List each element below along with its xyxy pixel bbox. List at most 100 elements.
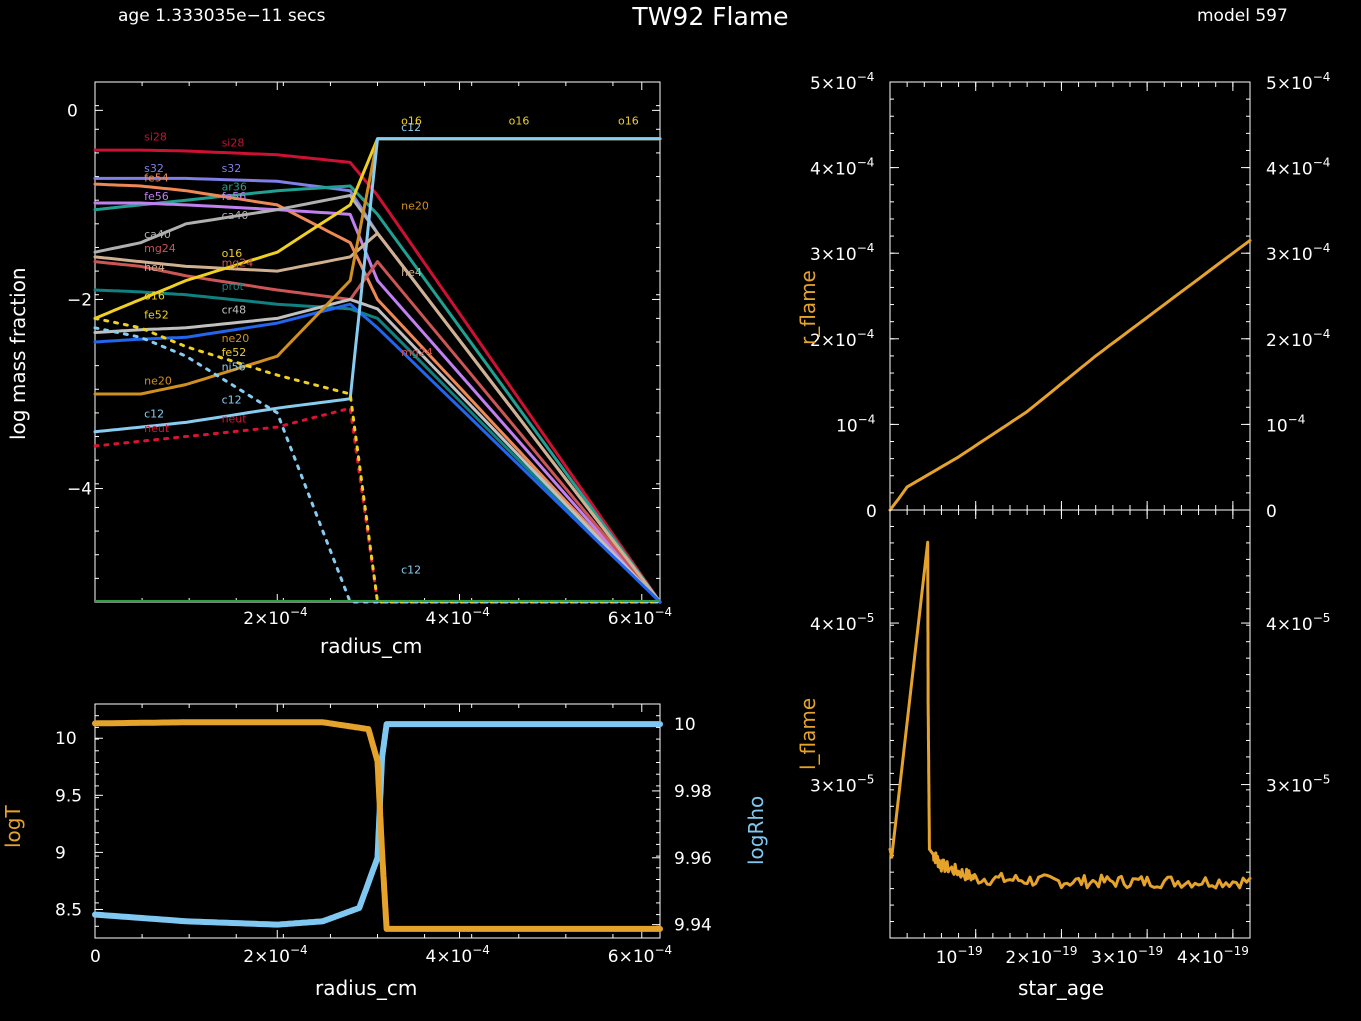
- r-flame-y-tick-label: 2×10−4: [810, 327, 874, 351]
- abundance-series-label: o16: [618, 115, 639, 128]
- l-flame-y-tick-label-right-exponent: −5: [1313, 773, 1331, 787]
- abundance-series-label-text: s32: [144, 162, 164, 175]
- abundance-series-label: c12: [401, 564, 421, 577]
- abundance-series-label: ne20: [144, 375, 172, 388]
- temp-density-x-tick-label-exponent: −4: [290, 943, 308, 957]
- temp-density-x-axis-label-text: radius_cm: [315, 976, 417, 1000]
- l-flame-y-tick-label-text: 4×10: [810, 615, 857, 635]
- abundance-series-label-text: mg24: [222, 256, 254, 269]
- abundance-series-fe54: [93, 182, 662, 604]
- abundance-series-label: ne20: [401, 200, 429, 213]
- r-flame-y-tick-label-right-text: 0: [1266, 502, 1277, 522]
- abundance-series-label-text: o16: [144, 289, 165, 302]
- abundance-series-label: neut: [222, 412, 248, 425]
- abundance-series-label-text: fe56: [222, 190, 247, 203]
- r-flame-y-tick-label-text: 5×10: [810, 74, 857, 94]
- abundance-x-tick-label-exponent: −4: [472, 605, 490, 619]
- abundance-x-tick-label-exponent: −4: [654, 605, 672, 619]
- l-flame-x-tick-label: 2×10−19: [1005, 944, 1077, 968]
- abundance-series-label-text: mg24: [144, 242, 176, 255]
- logRho-tick-label-text: 9.94: [674, 916, 712, 936]
- abundance-series-label: prot: [222, 280, 245, 293]
- abundance-series-label-text: fe56: [144, 190, 169, 203]
- model-number: model 597: [1197, 6, 1288, 26]
- l-flame-x-tick-label-exponent: −19: [1138, 944, 1163, 958]
- r-flame-y-tick-label-right: 0: [1266, 502, 1277, 522]
- l-flame-plot-frame: [889, 509, 1251, 939]
- l-flame-y-tick-label-right: 4×10−5: [1266, 611, 1330, 635]
- logRho-tick-label: 9.96: [674, 849, 712, 869]
- l-flame-y-tick-label-exponent: −5: [857, 773, 875, 787]
- abundance-x-tick-label-text: 4×10: [426, 609, 473, 629]
- r-flame-axis-label-text: r_flame: [796, 270, 820, 345]
- temp-density-x-tick-label: 6×10−4: [608, 943, 672, 967]
- abundance-series-label-text: c12: [401, 564, 421, 577]
- r-flame-y-tick-label-right: 10−4: [1266, 412, 1305, 436]
- abundance-series-label: s32: [222, 162, 242, 175]
- l-flame-x-tick-label: 10−19: [936, 944, 983, 968]
- abundance-series-label: fe54: [144, 171, 169, 184]
- abundance-y-axis-label: log mass fraction: [6, 267, 30, 440]
- abundance-series-label-text: o16: [509, 115, 530, 128]
- abundance-series-label-text: ca40: [222, 209, 249, 222]
- l-flame-y-tick-label-right-text: 4×10: [1266, 615, 1313, 635]
- r-flame-y-tick-label-exponent: −4: [857, 241, 875, 255]
- abundance-series-si28: [93, 148, 662, 604]
- abundance-series-label-text: fe52: [222, 346, 247, 359]
- abundance-series-ni56: [93, 302, 662, 604]
- abundance-series-label: s32: [144, 162, 164, 175]
- abundance-series-label-text: neut: [144, 422, 170, 435]
- abundance-series-label-text: ne20: [222, 332, 250, 345]
- abundance-series-label-text: he4: [401, 266, 422, 279]
- l-flame-y-tick-label: 3×10−5: [810, 773, 874, 797]
- abundance-series-label-text: o16: [401, 115, 422, 128]
- abundance-series-label: ar36: [222, 181, 247, 194]
- logRho-axis-label-text: logRho: [744, 796, 768, 865]
- r-flame-y-tick-label-right: 2×10−4: [1266, 327, 1330, 351]
- logRho-tick-label: 9.94: [674, 916, 712, 936]
- abundance-series-label: c12: [222, 393, 242, 406]
- age-readout: age 1.333035e−11 secs: [118, 6, 326, 26]
- l-flame-x-tick-label-exponent: −19: [957, 944, 982, 958]
- abundance-series-label: ne20: [222, 332, 250, 345]
- abundance-y-tick-label-text: 0: [67, 101, 78, 121]
- abundance-series-mg24: [93, 260, 662, 604]
- abundance-series-label: fe56: [144, 190, 169, 203]
- r-flame-y-tick-label: 3×10−4: [810, 241, 874, 265]
- l-flame-x-axis-label-text: star_age: [1018, 976, 1104, 1000]
- abundance-x-axis-label: radius_cm: [320, 634, 422, 658]
- abundance-series-label: mg24: [222, 256, 254, 269]
- abundance-series-label: o16: [222, 247, 243, 260]
- r-flame-y-tick-label-right: 5×10−4: [1266, 70, 1330, 94]
- logRho-tick-label-text: 10: [674, 715, 696, 735]
- abundance-series-label: ca40: [144, 228, 171, 241]
- r-flame-y-tick-label-right-exponent: −4: [1313, 241, 1331, 255]
- abundance-series-label: he4: [144, 261, 165, 274]
- abundance-series-label: ni56: [222, 360, 246, 373]
- abundance-series-label: mg24: [144, 242, 176, 255]
- logT-tick-label-text: 9.5: [55, 786, 82, 806]
- abundance-series-ar36: [93, 184, 662, 604]
- r-flame-y-tick-label-right-text: 10: [1266, 416, 1288, 436]
- logT-tick-label: 9: [55, 843, 66, 863]
- logT-tick-label-text: 10: [55, 729, 77, 749]
- r-flame-y-tick-label-right-text: 5×10: [1266, 74, 1313, 94]
- abundance-x-tick-label: 2×10−4: [243, 605, 307, 629]
- l-flame-y-tick-label-right-exponent: −5: [1313, 611, 1331, 625]
- r-flame-y-tick-label-text: 10: [836, 416, 858, 436]
- l-flame-x-tick-label-text: 4×10: [1177, 948, 1224, 968]
- logT-series-line: [92, 719, 663, 932]
- abundance-series-s32: [93, 176, 662, 604]
- abundance-y-axis-label-text: log mass fraction: [6, 267, 30, 440]
- abundance-series-label-text: c12: [401, 121, 421, 134]
- abundance-series-label: neut: [144, 422, 170, 435]
- logT-axis-label-text: logT: [1, 805, 25, 848]
- l-flame-y-tick-label-right: 3×10−5: [1266, 773, 1330, 797]
- abundance-y-tick-label: −2: [67, 290, 92, 310]
- l-flame-axis-label: l_flame: [796, 698, 820, 770]
- l-flame-x-axis-label: star_age: [1018, 976, 1104, 1000]
- r-flame-y-tick-label-right-text: 2×10: [1266, 331, 1313, 351]
- temp-density-x-axis-label: radius_cm: [315, 976, 417, 1000]
- abundance-series-label-text: mg24: [401, 346, 433, 359]
- logT-tick-label-text: 8.5: [55, 900, 82, 920]
